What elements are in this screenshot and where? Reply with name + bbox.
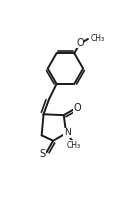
Text: O: O: [76, 38, 84, 48]
Text: CH₃: CH₃: [90, 34, 105, 43]
Text: S: S: [40, 149, 46, 159]
Text: N: N: [64, 128, 70, 138]
Text: O: O: [74, 103, 81, 113]
Text: CH₃: CH₃: [67, 141, 81, 150]
